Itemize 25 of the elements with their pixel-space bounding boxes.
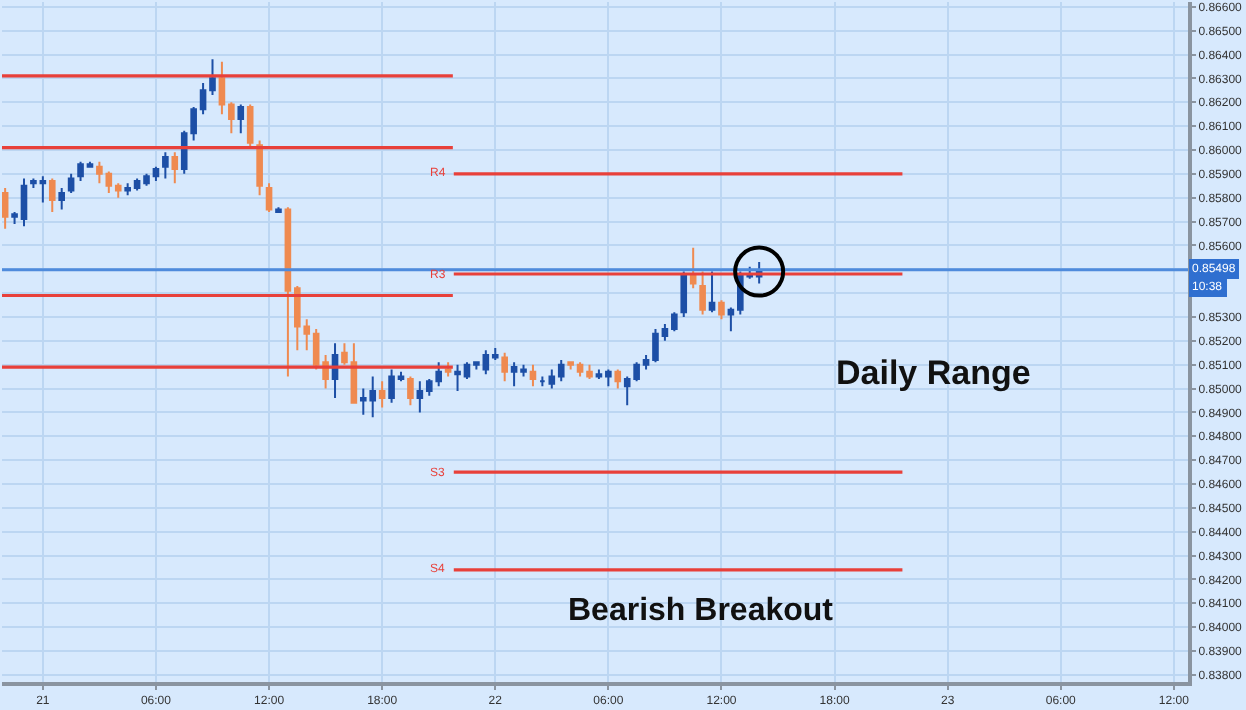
candlestick [407,375,414,407]
candlestick [529,363,537,388]
candlestick [614,368,622,390]
candlestick [689,246,697,290]
candlestick [171,151,179,185]
candlestick [2,187,9,230]
candlestick [256,139,263,197]
candlestick [265,182,273,213]
candlestick [708,270,716,314]
candlestick [275,206,282,213]
candlestick [378,380,386,409]
candlestick [501,351,508,383]
annotation: Daily Range [836,354,1031,392]
candlestick [237,103,245,135]
candlestick [48,177,56,213]
annotation: Bearish Breakout [568,594,835,628]
candlestick [162,151,169,180]
candlestick [539,375,546,388]
candlestick [718,299,725,321]
candlestick [557,358,565,383]
candlestick [444,361,452,378]
candlestick [67,172,75,194]
candlestick [58,187,65,211]
candlestick [699,270,706,316]
candlestick [246,103,254,149]
